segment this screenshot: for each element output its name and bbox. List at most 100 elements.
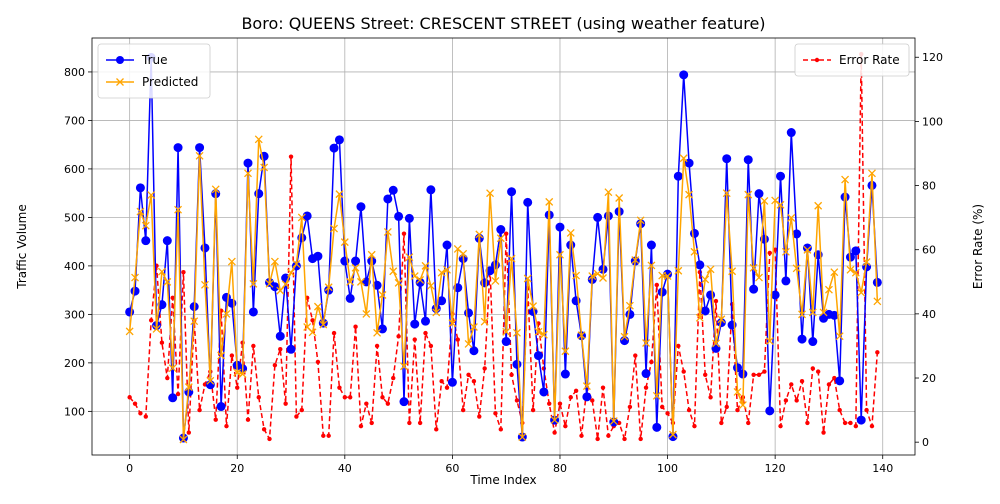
data-point — [868, 169, 876, 178]
data-point — [319, 320, 328, 329]
legend-box — [97, 43, 211, 99]
data-point — [652, 422, 662, 432]
data-point — [205, 380, 215, 390]
data-point — [292, 259, 301, 268]
data-point — [265, 279, 274, 288]
data-point — [787, 213, 796, 222]
data-point — [846, 265, 855, 274]
data-point — [443, 265, 451, 274]
y-left-tick-label: 100 — [64, 405, 85, 418]
data-point — [324, 283, 333, 292]
data-point — [313, 302, 322, 311]
data-point — [756, 372, 762, 378]
data-point — [518, 433, 527, 442]
data-point — [676, 343, 681, 349]
data-point — [534, 327, 543, 336]
legend-marker — [814, 57, 820, 63]
data-point — [383, 227, 392, 236]
data-point — [444, 385, 450, 390]
data-point — [498, 427, 504, 432]
data-point — [200, 243, 210, 253]
data-point — [778, 423, 783, 429]
data-point — [308, 328, 317, 337]
data-point — [563, 423, 568, 429]
data-point — [310, 318, 315, 323]
data-point — [703, 372, 708, 378]
data-point — [396, 334, 401, 339]
data-point — [746, 420, 751, 426]
data-point — [141, 236, 151, 246]
data-point — [190, 317, 199, 326]
data-point — [347, 395, 353, 400]
data-point — [638, 436, 643, 442]
data-point — [810, 366, 815, 371]
data-point — [744, 190, 753, 199]
data-point — [751, 372, 756, 378]
data-point — [417, 420, 423, 426]
data-point — [507, 254, 516, 263]
data-point — [857, 288, 866, 297]
data-point — [706, 265, 715, 274]
data-point — [512, 359, 522, 369]
data-point — [380, 395, 385, 400]
data-point — [421, 261, 430, 270]
data-point — [135, 183, 145, 193]
data-point — [797, 334, 807, 344]
data-point — [464, 308, 474, 318]
data-point — [163, 277, 172, 286]
data-point — [856, 415, 866, 425]
data-point — [620, 336, 630, 346]
data-point — [689, 228, 699, 238]
data-point — [238, 370, 247, 378]
data-point — [507, 187, 517, 197]
x-tick-label: 140 — [872, 462, 893, 475]
data-point — [555, 222, 565, 232]
data-point — [550, 416, 559, 425]
data-point — [765, 406, 775, 416]
data-point — [165, 375, 170, 381]
data-point — [356, 277, 365, 286]
data-point — [278, 346, 283, 352]
legend-box — [794, 43, 910, 77]
data-point — [331, 330, 337, 336]
data-point — [573, 388, 579, 394]
x-tick-label: 100 — [657, 462, 678, 475]
data-point — [235, 385, 240, 390]
data-point — [853, 423, 859, 429]
data-point — [400, 362, 408, 371]
data-point — [168, 393, 178, 403]
data-point — [805, 420, 810, 426]
data-point — [389, 267, 398, 276]
y-left-tick-label: 300 — [64, 308, 85, 321]
data-point — [482, 366, 487, 371]
data-point — [679, 154, 688, 163]
data-point — [340, 238, 349, 247]
data-point — [184, 383, 193, 392]
data-point — [345, 293, 355, 303]
data-point — [401, 231, 407, 236]
data-point — [851, 268, 860, 277]
data-point — [486, 189, 495, 198]
data-point — [781, 276, 791, 286]
data-point — [334, 135, 344, 145]
data-point — [590, 398, 595, 403]
data-point — [147, 191, 156, 200]
legend-right: Error Rate — [794, 43, 910, 77]
data-point — [496, 234, 505, 243]
data-point — [416, 275, 425, 284]
data-point — [130, 286, 140, 296]
data-point — [798, 310, 806, 319]
chart-title: Boro: QUEENS Street: CRESCENT STREET (us… — [241, 14, 765, 33]
data-point — [480, 317, 489, 326]
data-point — [786, 128, 796, 138]
data-point — [622, 436, 627, 442]
data-point — [437, 268, 446, 277]
data-point — [674, 266, 683, 275]
data-point — [326, 433, 331, 438]
data-point — [851, 246, 861, 256]
data-point — [652, 391, 661, 400]
data-point — [633, 353, 638, 358]
data-point — [514, 398, 520, 403]
data-point — [799, 379, 805, 384]
data-point — [582, 392, 592, 402]
